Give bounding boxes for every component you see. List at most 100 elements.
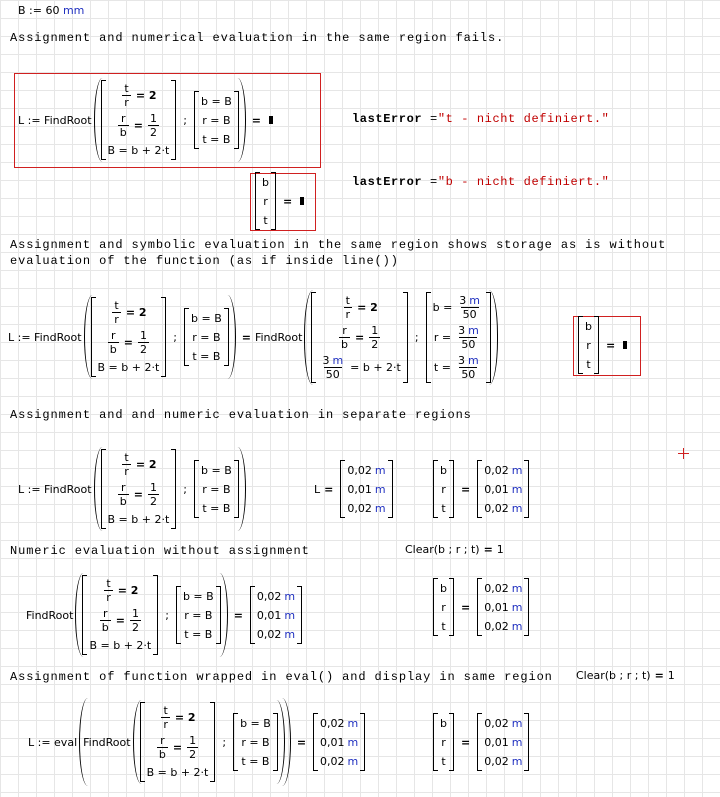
math-text: 1: [371, 323, 379, 337]
numerator: r: [158, 734, 167, 747]
math-text: r: [160, 734, 165, 747]
matrix-row: 0,01 m: [320, 734, 358, 750]
denominator: 50: [323, 366, 342, 381]
math-text: 0,01: [484, 482, 509, 496]
math-text: B = b + 2·t: [146, 765, 209, 779]
math-text: m: [284, 627, 296, 641]
denominator: 2: [129, 620, 141, 634]
math-text: r = B: [241, 735, 270, 749]
math-text: t =: [433, 360, 451, 374]
math-text: b: [341, 337, 349, 351]
guess-matrix: b = 3 m 50 r = 3 m 50 t = 3 m 50: [425, 291, 492, 383]
matrix-row: 0,02 m: [347, 462, 385, 478]
matrix-row: 0,01 m: [257, 607, 295, 623]
math-text: r: [124, 96, 129, 109]
matrix-row: t: [440, 753, 447, 769]
matrix-row: 0,01 m: [484, 481, 522, 497]
math-text: b: [440, 581, 447, 595]
math-text: m: [374, 482, 386, 496]
math-text: r = B: [184, 608, 213, 622]
math-text: b = B: [201, 463, 232, 477]
fraction: 3 m 50: [456, 354, 481, 381]
math-text: 1: [667, 669, 675, 682]
math-text: b = B: [240, 716, 271, 730]
math-text: m: [467, 353, 479, 367]
matrix-row: 0,02 m: [257, 588, 295, 604]
numerator: r: [119, 481, 128, 494]
math-text: = 2: [125, 306, 147, 319]
denominator: 2: [148, 125, 159, 139]
matrix-row: b: [440, 462, 447, 478]
math-text: 2: [371, 337, 379, 351]
numerator: r: [109, 329, 118, 342]
math-text: Clear(b ; r ; t): [576, 669, 651, 682]
math-text: m: [374, 501, 386, 515]
matrix-row: t = B: [191, 348, 222, 364]
matrix-row: r = B: [191, 329, 222, 345]
math-text: r: [263, 194, 268, 208]
matrix-row: B = b + 2·t: [147, 764, 209, 780]
fraction: 3 m 50: [456, 324, 481, 351]
math-text: m: [347, 735, 359, 749]
math-region: b r t = 0,02 m 0,01 m 0,02 m: [430, 578, 532, 636]
math-region: Clear(b ; r ; t) = 1: [576, 669, 675, 682]
math-text: ;: [183, 113, 187, 127]
math-text: m: [347, 754, 359, 768]
numerator: 1: [130, 607, 141, 620]
denominator: r: [122, 464, 131, 478]
matrix-row: r: [440, 734, 447, 750]
math-text: 1: [150, 112, 157, 125]
definition-text: B := 60: [18, 4, 60, 17]
numerator: 1: [187, 734, 198, 747]
math-text: b: [109, 343, 117, 356]
math-region: b r t = 0,02 m 0,01 m 0,02 m: [430, 460, 532, 518]
math-text: t = B: [184, 627, 213, 641]
math-text: r: [441, 735, 446, 749]
math-text: r =: [433, 330, 452, 344]
denominator: b: [156, 747, 168, 761]
math-text: ;: [173, 330, 177, 344]
denominator: b: [117, 125, 129, 139]
math-text: FindRoot: [26, 608, 74, 622]
math-text: FindRoot: [83, 735, 131, 749]
math-text: =: [460, 482, 471, 496]
denominator: b: [339, 336, 351, 351]
matrix-row: r b = 1 2: [108, 481, 170, 508]
error-value: "t - nicht definiert.": [437, 112, 610, 126]
matrix-row: t: [440, 500, 447, 516]
denominator: b: [107, 342, 119, 356]
equation-matrix: t r = 2 r b = 1 2 B = b + 2·t: [100, 449, 177, 529]
math-text: =: [460, 600, 471, 614]
matrix-row: r b = 1 2: [108, 112, 170, 139]
math-text: m: [374, 463, 386, 477]
math-text: =: [355, 330, 365, 344]
matrix-row: r: [440, 481, 447, 497]
matrix-row: 0,01 m: [484, 599, 522, 615]
matrix-row: t = B: [201, 131, 232, 147]
math-text: =: [172, 741, 183, 754]
math-text: m: [468, 323, 479, 337]
math-text: =: [241, 330, 251, 344]
math-text: t: [106, 577, 111, 590]
math-region: b r t = 0,02 m 0,01 m 0,02 m: [430, 713, 532, 771]
numerator: r: [101, 607, 110, 620]
matrix-row: 0,02 m: [320, 715, 358, 731]
math-text: b =: [432, 300, 453, 314]
math-text: t: [124, 82, 129, 95]
error-value: "b - nicht definiert.": [437, 175, 610, 189]
math-text: =: [605, 338, 616, 352]
math-text: =: [233, 608, 243, 622]
math-text: 50: [461, 367, 476, 381]
matrix-row: r = B: [201, 112, 232, 128]
matrix-row: 0,01 m: [347, 481, 385, 497]
